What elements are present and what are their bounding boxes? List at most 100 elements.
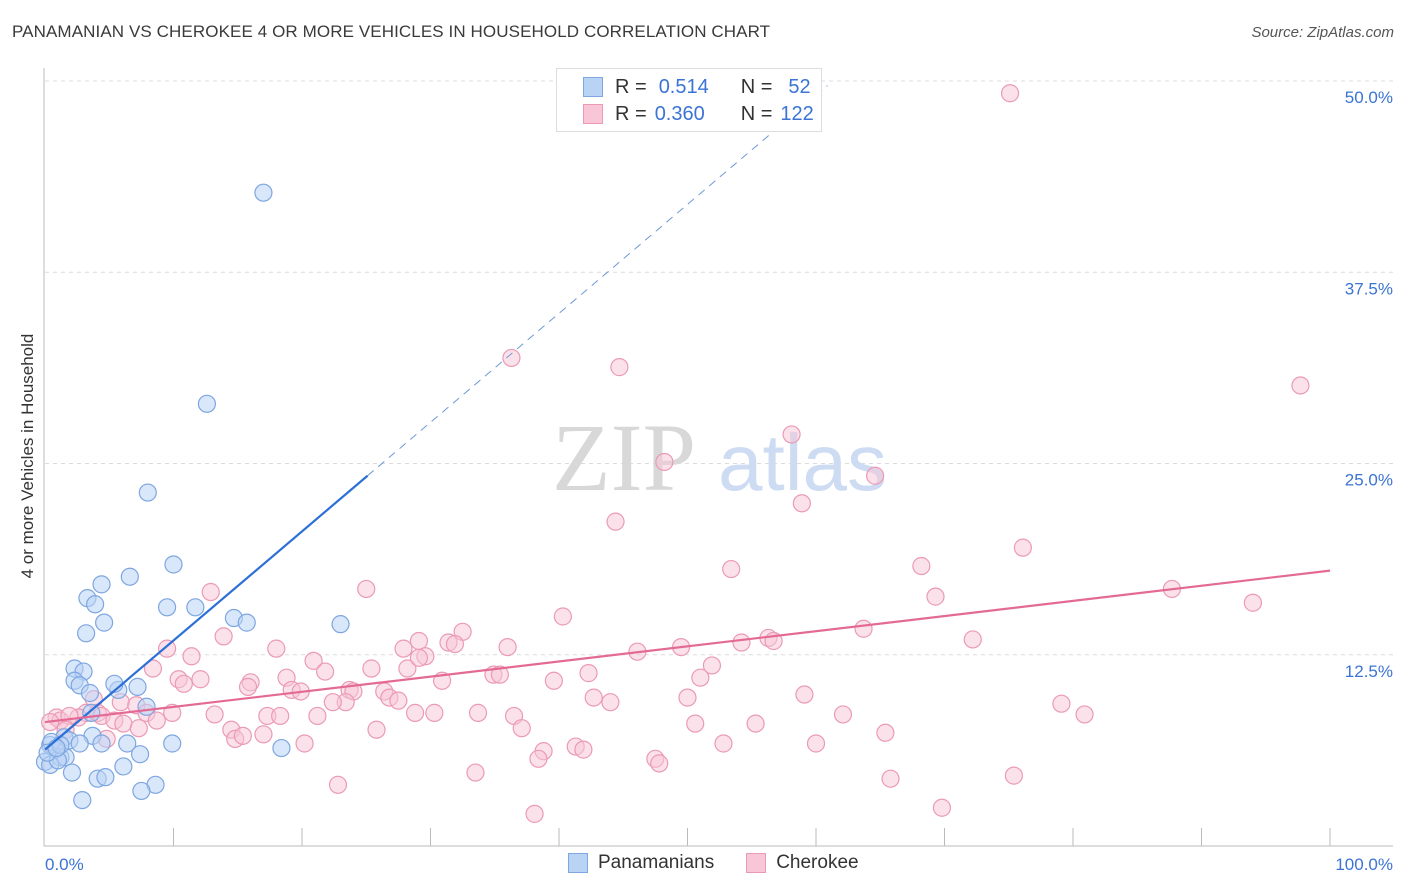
cherokee-point xyxy=(466,763,485,782)
cherokee-point xyxy=(601,693,620,712)
cherokee-point xyxy=(502,348,521,368)
cherokee-point xyxy=(714,734,733,753)
cherokee-point xyxy=(238,677,258,696)
panamanians-trend-extension xyxy=(367,85,828,477)
cherokee-point xyxy=(147,711,166,730)
panamanians-trend-line xyxy=(44,474,369,751)
panamanians-point xyxy=(82,703,101,722)
cherokee-point xyxy=(792,494,811,513)
cherokee-point xyxy=(686,714,705,733)
cherokee-point xyxy=(409,648,429,667)
cherokee-point xyxy=(267,639,286,658)
cherokee-point xyxy=(678,688,697,707)
panamanians-points xyxy=(35,183,350,810)
panamanians-point xyxy=(237,613,256,632)
cherokee-point xyxy=(782,425,801,444)
trend-lines xyxy=(44,85,1331,751)
panamanians-point xyxy=(132,781,151,801)
panamanians-point xyxy=(95,613,114,632)
cherokee-point xyxy=(691,668,710,687)
cherokee-point xyxy=(732,633,751,652)
cherokee-point xyxy=(1013,538,1032,557)
cherokee-point xyxy=(271,706,290,726)
cherokee-point xyxy=(367,720,386,739)
cherokee-point xyxy=(316,662,335,681)
panamanians-point xyxy=(186,598,205,617)
cherokee-point xyxy=(584,688,603,707)
panamanians-point xyxy=(73,790,92,810)
panamanians-point xyxy=(130,745,150,764)
n-value: 52 xyxy=(788,75,811,98)
cherokee-point xyxy=(579,664,598,683)
cherokee-point xyxy=(233,726,252,745)
cherokee-point xyxy=(174,674,193,693)
cherokee-point xyxy=(610,358,629,377)
cherokee-point xyxy=(362,659,381,678)
panamanians-point xyxy=(163,734,182,753)
cherokee-point xyxy=(157,639,177,658)
cherokee-point xyxy=(806,734,826,753)
watermark-zip: ZIP xyxy=(552,404,696,511)
watermark-atlas: atlas xyxy=(718,418,887,507)
cherokee-point xyxy=(963,630,982,649)
panamanians-point xyxy=(47,738,66,758)
x-tick-label-min: 0.0% xyxy=(45,855,84,874)
cherokee-point xyxy=(553,607,572,626)
cherokee-point xyxy=(182,647,201,666)
cherokee-point xyxy=(512,719,531,738)
cherokee-point xyxy=(498,637,517,657)
r-label: R = xyxy=(615,75,647,98)
cherokee-point xyxy=(795,685,814,704)
source-label: Source: ZipAtlas.com xyxy=(1251,24,1394,41)
panamanians-point xyxy=(138,483,157,502)
watermark: ZIP atlas xyxy=(552,404,887,511)
cherokee-point xyxy=(1243,593,1263,612)
cherokee-point xyxy=(529,749,548,768)
y-tick-label: 37.5% xyxy=(1345,279,1393,298)
panamanians-point xyxy=(272,738,291,758)
x-tick-label-max: 100.0% xyxy=(1335,855,1393,874)
panamanians-point xyxy=(164,555,183,574)
n-label: N = xyxy=(740,102,773,125)
legend-label-panamanians: Panamanians xyxy=(598,852,715,873)
panamanians-point xyxy=(92,734,111,753)
cherokee-point xyxy=(1291,376,1310,395)
panamanians-point xyxy=(92,575,111,594)
cherokee-point xyxy=(926,587,945,606)
y-tick-labels: 12.5% 25.0% 37.5% 50.0% xyxy=(1345,88,1393,681)
cherokee-point xyxy=(544,671,563,690)
r-value: 0.360 xyxy=(654,102,705,125)
cherokee-point xyxy=(525,804,544,823)
panamanians-point xyxy=(70,734,89,753)
cherokee-point xyxy=(574,740,593,759)
cherokee-point xyxy=(833,705,853,724)
cherokee-point xyxy=(1004,766,1023,785)
cherokee-point xyxy=(323,693,342,712)
cherokee-point xyxy=(881,769,900,788)
panamanians-point xyxy=(128,677,147,696)
cherokee-point xyxy=(722,559,741,579)
cherokee-point xyxy=(129,719,148,738)
cherokee-point xyxy=(702,656,722,675)
cherokee-point xyxy=(295,734,314,753)
panamanians-point xyxy=(137,697,156,716)
cherokee-point xyxy=(308,706,327,726)
cherokee-points xyxy=(41,84,1310,823)
panamanians-point xyxy=(77,624,96,643)
panamanians-point xyxy=(254,183,273,202)
cherokee-point xyxy=(201,582,220,602)
cherokee-point xyxy=(490,665,509,684)
panamanians-point xyxy=(114,757,133,776)
legend-label-cherokee: Cherokee xyxy=(776,852,859,873)
cherokee-point xyxy=(394,639,413,658)
legend-swatch-blue xyxy=(583,77,603,97)
series-legend: Panamanians Cherokee xyxy=(568,852,859,874)
chart-title: PANAMANIAN VS CHEROKEE 4 OR MORE VEHICLE… xyxy=(12,22,771,41)
cherokee-point xyxy=(655,452,674,472)
cherokee-point xyxy=(357,579,376,599)
cherokee-point xyxy=(1000,84,1020,103)
cherokee-point xyxy=(468,703,488,722)
cherokee-point xyxy=(191,670,210,689)
